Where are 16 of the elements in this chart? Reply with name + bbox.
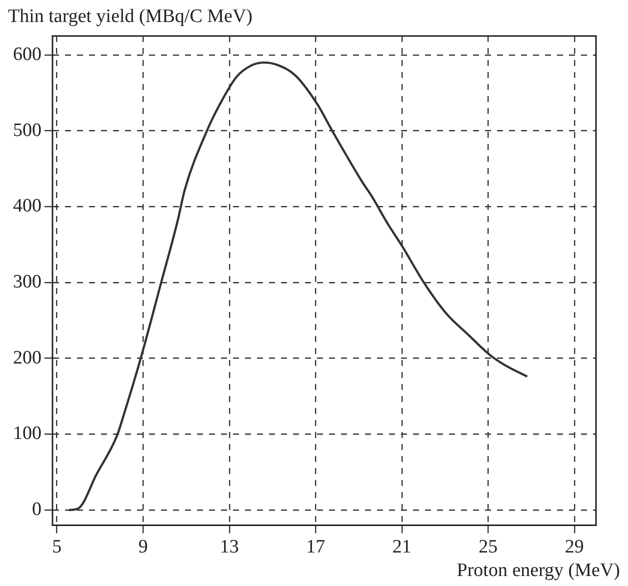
x-tick-label: 13 — [220, 536, 239, 558]
y-tick-label: 300 — [13, 271, 42, 292]
x-tick-label: 5 — [52, 536, 62, 558]
x-tick-label: 25 — [478, 536, 498, 558]
y-tick-label: 100 — [13, 423, 42, 444]
x-tick-label: 21 — [392, 536, 412, 558]
y-tick-label: 0 — [32, 499, 42, 520]
y-tick-label: 500 — [13, 120, 42, 141]
y-tick-label: 200 — [13, 347, 42, 368]
x-tick-label: 29 — [564, 536, 584, 558]
y-tick-label: 600 — [13, 44, 42, 65]
x-axis-title: Proton energy (MeV) — [456, 560, 620, 582]
y-tick-label: 400 — [13, 196, 42, 217]
y-axis-title: Thin target yield (MBq/C MeV) — [8, 6, 253, 28]
x-tick-label: 17 — [306, 536, 326, 558]
x-tick-label: 9 — [138, 536, 148, 558]
